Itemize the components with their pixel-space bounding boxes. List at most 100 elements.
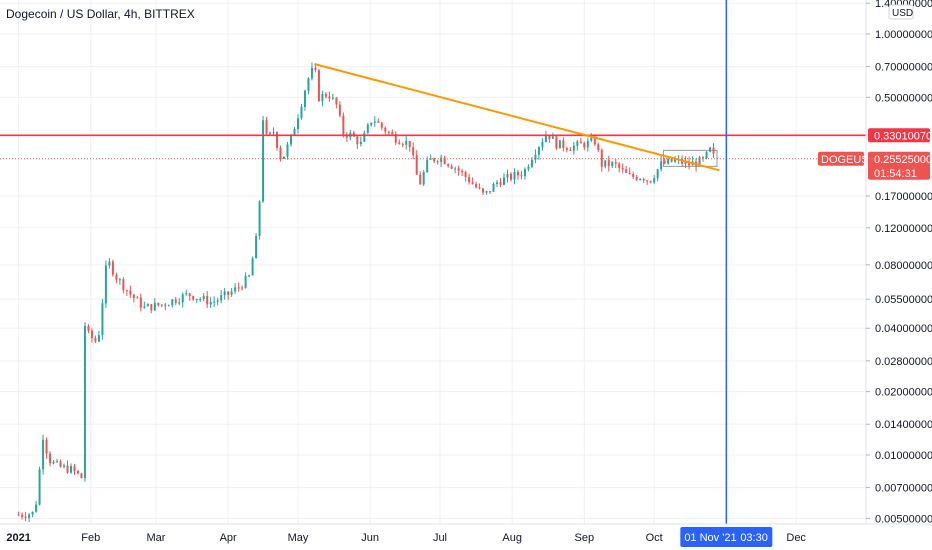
symbol-tag: DOGEUSD: [818, 151, 877, 166]
candle-body: [192, 295, 195, 300]
candle-body: [314, 67, 317, 71]
candle-body: [600, 150, 603, 167]
crosshair-date: 01 Nov '21: [684, 532, 736, 544]
candle-body: [199, 298, 202, 300]
x-tick-label: 2021: [6, 532, 30, 544]
candle-body: [63, 465, 66, 467]
y-tick-label: 0.02800000: [875, 356, 932, 368]
candle-body: [544, 135, 547, 142]
candle-body: [317, 70, 320, 102]
candle-body: [255, 235, 258, 259]
candle-body: [436, 161, 439, 163]
time-axis[interactable]: 2021 Feb Mar Apr May Jun Jul Aug Sep Oct Dec: [6, 532, 806, 544]
candle-body: [639, 178, 642, 180]
crosshair-date-tag: 01 Nov '21 03:30: [680, 527, 773, 547]
candle-body: [635, 176, 638, 180]
candle-body: [31, 511, 34, 515]
candle-body: [489, 191, 492, 193]
candle-body: [129, 290, 132, 295]
candle-body: [324, 93, 327, 97]
currency-unit-button[interactable]: USD: [888, 4, 914, 20]
candle-body: [373, 121, 376, 123]
candle-body: [401, 144, 404, 146]
candle-body: [415, 155, 418, 175]
candle-body: [115, 274, 118, 280]
level-price-label: 0.33010070: [874, 130, 932, 142]
candle-body: [143, 306, 146, 308]
candle-body: [70, 466, 73, 473]
trendline[interactable]: [314, 63, 720, 172]
candle-body: [513, 172, 516, 180]
candle-body: [230, 291, 233, 295]
candle-body: [181, 294, 184, 303]
price-axis-bg: [866, 0, 932, 550]
candle-body: [153, 302, 156, 311]
candle-body: [59, 461, 62, 467]
candle-body: [87, 326, 90, 331]
candle-body: [321, 93, 324, 102]
candle-body: [42, 439, 45, 470]
candle-body: [220, 295, 223, 301]
candle-body: [422, 172, 425, 185]
candle-body: [237, 287, 240, 289]
candle-body: [167, 305, 170, 307]
candle-body: [450, 165, 453, 169]
candle-body: [356, 136, 359, 145]
candle-body: [241, 287, 244, 289]
candle-body: [576, 141, 579, 146]
candle-body: [283, 156, 286, 159]
candle-body: [660, 161, 663, 170]
candle-body: [506, 173, 509, 178]
candle-body: [310, 67, 313, 79]
candle-body: [565, 148, 568, 150]
chart-title: Dogecoin / US Dollar, 4h, BITTREX: [6, 7, 195, 21]
candle-body: [80, 473, 83, 479]
candle-body: [272, 132, 275, 134]
candle-body: [457, 168, 460, 171]
level-price-tag: 0.33010070: [868, 128, 932, 143]
candle-body: [621, 167, 624, 170]
price-axis[interactable]: 1.400000001.000000000.700000000.50000000…: [866, 0, 932, 525]
candle-body: [429, 158, 432, 160]
candle-body: [21, 514, 24, 517]
candle-body: [516, 172, 519, 176]
x-tick-label: Jun: [361, 532, 379, 544]
x-tick-label: Sep: [575, 532, 595, 544]
candle-body: [52, 461, 55, 464]
candle-body: [125, 290, 128, 292]
candle-body: [464, 172, 467, 178]
candle-body: [642, 178, 645, 181]
current-price-tag: 0.25525000 01:54:31: [868, 151, 932, 180]
x-tick-label: Aug: [502, 532, 522, 544]
candle-body: [289, 134, 292, 145]
candle-body: [443, 157, 446, 165]
y-tick-label: 0.00700000: [875, 483, 932, 495]
candle-body: [597, 144, 600, 151]
y-tick-label: 0.70000000: [875, 62, 932, 74]
candle-body: [614, 162, 617, 164]
candle-body: [509, 173, 512, 180]
candle-body: [335, 97, 338, 105]
y-tick-label: 0.08000000: [875, 260, 932, 272]
candle-body: [562, 140, 565, 149]
candle-body: [359, 141, 362, 145]
candle-body: [663, 161, 666, 164]
candle-body: [111, 261, 114, 275]
candle-body: [171, 299, 174, 306]
y-tick-label: 0.12000000: [875, 223, 932, 235]
candle-body: [433, 158, 436, 162]
candle-body: [583, 143, 586, 148]
candle-body: [408, 141, 411, 148]
candle-body: [555, 136, 558, 149]
x-tick-label: May: [288, 532, 309, 544]
candle-body: [698, 157, 701, 167]
candle-body: [244, 275, 247, 288]
candle-body: [384, 127, 387, 132]
candle-body: [646, 180, 649, 182]
grid: [0, 0, 866, 524]
candle-body: [296, 118, 299, 129]
candle-body: [122, 279, 125, 291]
candle-body: [551, 136, 554, 139]
